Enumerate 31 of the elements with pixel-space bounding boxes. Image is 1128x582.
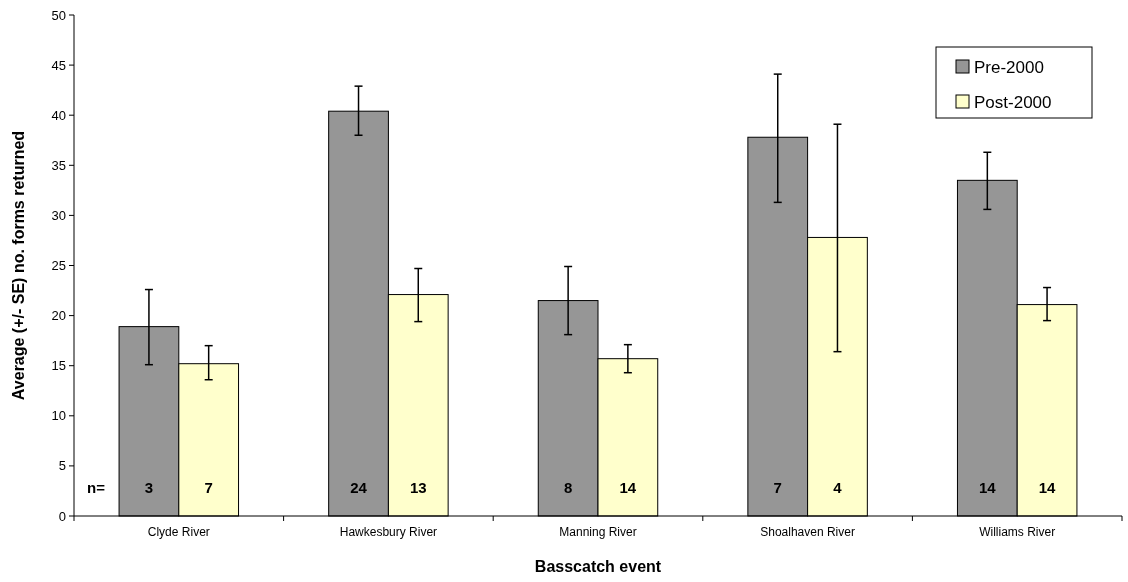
annotation: n= — [87, 479, 106, 496]
annotation: 3 — [144, 479, 154, 496]
y-tick-label: 50 — [51, 7, 66, 23]
x-tick-label: Hawkesbury River — [339, 525, 438, 539]
annotation: 13 — [409, 479, 427, 496]
x-tick-label: Shoalhaven River — [760, 525, 855, 539]
y-tick-label: 40 — [51, 107, 66, 123]
y-tick-label: 35 — [51, 157, 66, 173]
x-axis-title: Basscatch event — [534, 558, 662, 575]
y-tick-label: 20 — [51, 308, 66, 324]
y-tick-label: 45 — [51, 57, 66, 73]
annotation: 8 — [563, 479, 573, 496]
annotation: 7 — [204, 479, 213, 496]
y-tick-label: 0 — [58, 508, 66, 524]
x-tick-label: Williams River — [979, 525, 1056, 539]
annotation: 24 — [350, 479, 368, 496]
annotation: 7 — [773, 479, 782, 496]
annotation: 14 — [978, 479, 997, 496]
y-tick-label: 25 — [51, 258, 66, 274]
y-tick-label: 10 — [51, 408, 66, 424]
annotation: 14 — [619, 479, 637, 496]
annotation: 4 — [833, 479, 843, 496]
y-tick-label: 5 — [58, 458, 66, 474]
y-tick-label: 30 — [51, 207, 66, 223]
legend-label: Pre-2000 — [974, 57, 1044, 77]
x-tick-label: Manning River — [559, 525, 637, 539]
y-axis-title: Average (+/- SE) no. forms returned — [10, 130, 27, 401]
annotation: 14 — [1038, 479, 1057, 496]
legend-label: Post-2000 — [974, 92, 1052, 112]
x-tick-label: Clyde River — [147, 525, 210, 539]
y-tick-label: 15 — [51, 358, 66, 374]
